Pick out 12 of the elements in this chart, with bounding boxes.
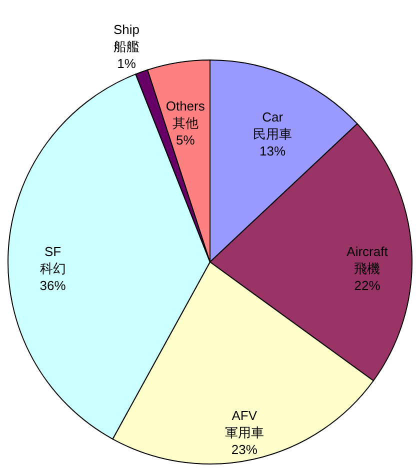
slice-label: AFV 軍用車 <box>224 408 264 440</box>
data-label: 1% <box>117 56 136 72</box>
slice-label: Car 民用車 <box>253 109 292 142</box>
data-label: 36% <box>40 278 66 294</box>
slice-label: Ship 船艦 <box>114 22 140 54</box>
slice-label: Others 其他 <box>166 98 206 130</box>
data-label: 22% <box>354 278 381 294</box>
data-label: 13% <box>260 143 286 158</box>
slice-label: SF 科幻 <box>40 244 66 276</box>
data-label: 23% <box>231 442 258 457</box>
data-label: 5% <box>176 132 196 148</box>
slice-label: Aircraft 飛機 <box>346 244 388 276</box>
